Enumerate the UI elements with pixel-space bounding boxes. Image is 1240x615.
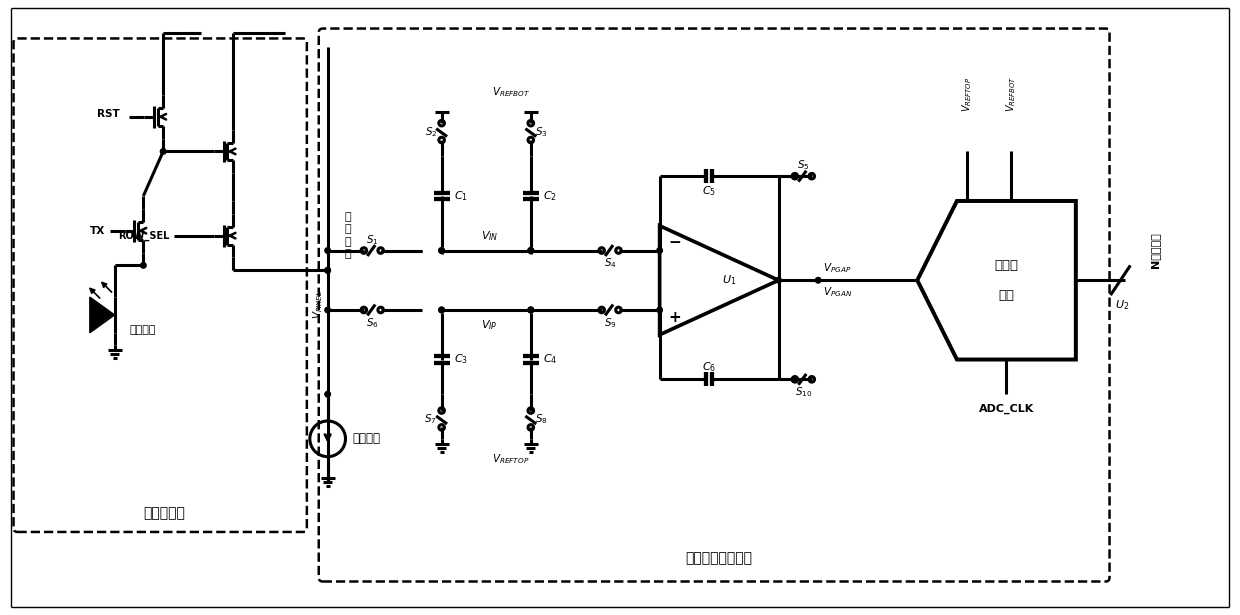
Text: $V_{REFBOT}$: $V_{REFBOT}$ [1004,76,1018,112]
Circle shape [325,248,330,253]
Text: $V_{REFTOP}$: $V_{REFTOP}$ [960,76,973,112]
Text: $V_{PGAN}$: $V_{PGAN}$ [823,285,852,299]
Text: 可编程增益放大器: 可编程增益放大器 [686,550,753,565]
Circle shape [657,248,662,253]
Text: $S_4$: $S_4$ [604,256,616,271]
Text: $V_{REFBOT}$: $V_{REFBOT}$ [492,85,531,99]
Text: 光检测器: 光检测器 [129,325,156,335]
Circle shape [140,263,146,268]
FancyBboxPatch shape [319,28,1110,582]
Text: $C_4$: $C_4$ [543,352,557,367]
Text: 换器: 换器 [998,288,1014,301]
Circle shape [439,308,444,313]
Text: +: + [668,311,681,325]
Circle shape [776,277,781,283]
Circle shape [325,268,330,273]
Circle shape [160,149,166,154]
Text: $S_6$: $S_6$ [366,316,378,330]
Text: $S_9$: $S_9$ [604,316,616,330]
Circle shape [325,308,330,313]
Text: ADC_CLK: ADC_CLK [978,404,1034,415]
Text: 模数转: 模数转 [994,259,1018,272]
Circle shape [528,308,533,313]
Text: N位数字量: N位数字量 [1151,232,1161,268]
Text: RST: RST [97,109,119,119]
Text: $V_{PIXEL}$: $V_{PIXEL}$ [311,291,325,319]
Circle shape [528,308,533,313]
Text: $V_{PGAP}$: $V_{PGAP}$ [823,261,852,276]
Text: $S_{10}$: $S_{10}$ [795,386,812,399]
Text: $C_3$: $C_3$ [454,352,467,367]
Text: 像素点电路: 像素点电路 [143,506,185,520]
Circle shape [325,268,330,273]
Text: $C_2$: $C_2$ [543,189,557,203]
Circle shape [528,248,533,253]
Text: $S_2$: $S_2$ [424,125,436,138]
Text: $S_1$: $S_1$ [366,232,378,247]
FancyBboxPatch shape [14,39,306,532]
Circle shape [528,248,533,253]
Text: ROW_SEL: ROW_SEL [118,231,169,241]
Text: $C_6$: $C_6$ [702,360,717,375]
Text: TX: TX [89,226,104,236]
Circle shape [816,277,821,283]
Text: 列
输
出
线: 列 输 出 线 [345,212,351,260]
Circle shape [657,308,662,313]
Text: $S_7$: $S_7$ [424,412,436,426]
Text: $U_2$: $U_2$ [1116,298,1130,312]
Circle shape [439,308,444,313]
Text: $C_5$: $C_5$ [702,184,717,198]
Circle shape [325,391,330,397]
Text: 列电流源: 列电流源 [352,432,381,445]
Text: $V_{REFTOP}$: $V_{REFTOP}$ [492,452,529,466]
Text: $S_3$: $S_3$ [536,125,548,138]
Text: $V_{IN}$: $V_{IN}$ [481,229,498,242]
Text: $V_{IP}$: $V_{IP}$ [481,318,497,331]
Polygon shape [89,297,114,333]
Circle shape [439,248,444,253]
Text: $S_8$: $S_8$ [536,412,548,426]
Text: $S_5$: $S_5$ [797,159,810,172]
Circle shape [528,248,533,253]
Circle shape [439,248,444,253]
Text: $C_1$: $C_1$ [454,189,467,203]
Text: $U_1$: $U_1$ [722,273,737,287]
Circle shape [528,308,533,313]
Text: −: − [668,235,681,250]
